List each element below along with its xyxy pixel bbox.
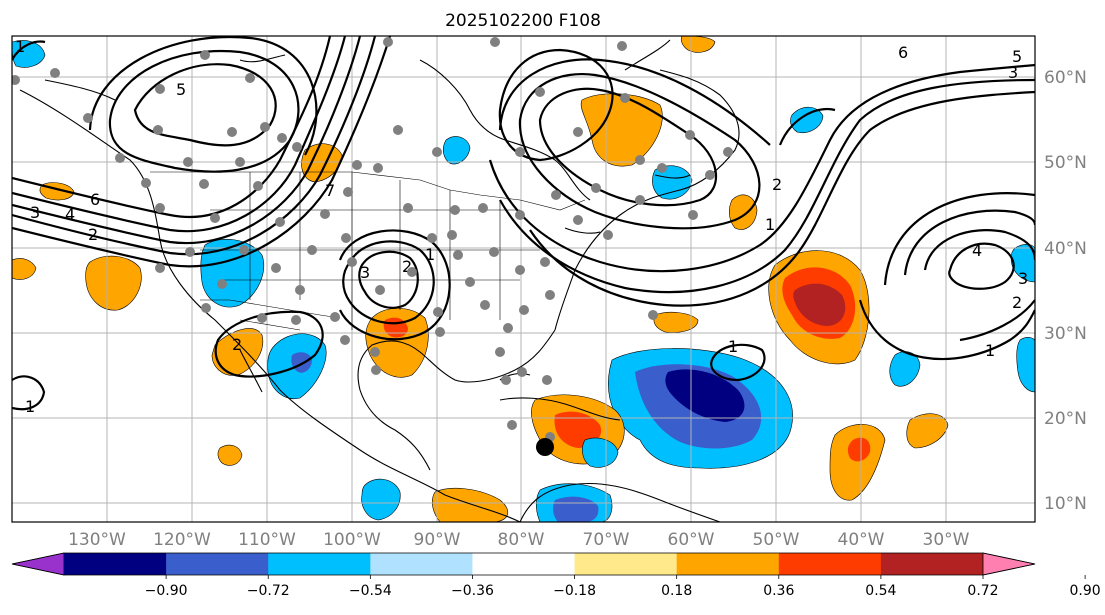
colorbar-extend-high	[982, 552, 1036, 576]
contour-label: 2	[402, 257, 412, 276]
contour-label: 1	[425, 245, 435, 264]
lon-label: 100°W	[323, 530, 381, 550]
colorbar-tick-label: −0.90	[145, 583, 188, 599]
contour-label: 2	[88, 225, 98, 244]
contour-label: 5	[1012, 47, 1022, 66]
lon-label: 130°W	[68, 530, 126, 550]
contour-label: 1	[985, 341, 995, 360]
anomaly-positive-east-atlantic-4	[217, 444, 243, 466]
lat-label: 40°N	[1044, 239, 1087, 259]
colorbar-segment	[778, 553, 882, 575]
anomaly-negative-east-edge-2	[1016, 337, 1035, 393]
lat-label: 20°N	[1044, 409, 1087, 429]
colorbar-extend-low	[11, 552, 65, 576]
map-title: 2025102200 F108	[445, 11, 601, 31]
lat-label: 50°N	[1044, 153, 1087, 173]
colorbar-tick-label: −0.36	[451, 583, 494, 599]
contour-label: 1	[765, 215, 775, 234]
lon-label: 110°W	[238, 530, 296, 550]
contour-label: 4	[972, 241, 982, 260]
contour-label: 2	[232, 335, 242, 354]
anomaly-negative-azores	[889, 351, 921, 387]
colorbar-segment	[472, 553, 576, 575]
lon-label: 60°W	[668, 530, 715, 550]
map-area: 6 5 4 3 2 1 6 5 3 2 1 4 3 2 1 7 3 2 1 1 …	[12, 36, 1035, 522]
anomaly-positive-east-atlantic-2	[906, 413, 949, 449]
station-dots	[12, 37, 733, 442]
anomaly-negative-pacific-south	[361, 478, 401, 521]
colorbar-segment	[166, 553, 269, 575]
lon-label: 80°W	[498, 530, 545, 550]
contour-label: 2	[772, 175, 782, 194]
lon-label: 70°W	[583, 530, 630, 550]
colorbar: −0.90 −0.72 −0.54 −0.36 −0.18 0.18 0.36 0.54 0.7…	[11, 552, 1101, 599]
contour-label: 7	[325, 181, 335, 200]
colorbar-tick-label: 0.54	[865, 583, 896, 599]
colorbar-tick-label: −0.72	[247, 583, 290, 599]
colorbar-segment	[676, 553, 780, 575]
lon-label: 90°W	[414, 530, 461, 550]
colorbar-segment	[268, 553, 371, 575]
contour-labels: 6 5 4 3 2 1 6 5 3 2 1 4 3 2 1 7 3 2 1 1 …	[15, 37, 1028, 416]
anomaly-positive-pacific-2	[12, 258, 37, 280]
anomaly-positive-plains	[301, 143, 343, 183]
contour-label: 5	[176, 80, 186, 99]
colorbar-tick-label: 0.36	[763, 583, 794, 599]
anomaly-negative-atlantic-max	[665, 369, 745, 422]
lat-label: 60°N	[1044, 68, 1087, 88]
colorbar-segment	[574, 553, 678, 575]
colorbar-tick-label: −0.18	[553, 583, 596, 599]
anomaly-negative-quebec	[652, 165, 693, 200]
colorbar-segment	[880, 553, 984, 575]
contour-label: 1	[15, 37, 25, 56]
anomaly-positive-east	[729, 194, 758, 230]
lon-label: 40°W	[838, 530, 885, 550]
storm-center-marker	[536, 438, 554, 456]
contour-label: 2	[1012, 293, 1022, 312]
colorbar-tick-label: 0.72	[967, 583, 998, 599]
contour-label: 3	[1018, 269, 1028, 288]
lon-label: 30°W	[923, 530, 970, 550]
colorbar-segment	[370, 553, 473, 575]
anomaly-positive-baja	[211, 328, 264, 376]
anomaly-positive-panama	[431, 487, 508, 522]
anomaly-positive-pacific-1	[85, 255, 142, 311]
anomaly-positive-top	[680, 36, 716, 53]
colorbar-tick-label: 0.18	[661, 583, 692, 599]
lat-label: 10°N	[1044, 494, 1087, 514]
anomaly-positive-east-atlantic-1-core	[847, 437, 871, 462]
anomaly-positive-east-atlantic-1	[829, 424, 886, 501]
contour-label: 3	[30, 203, 40, 222]
contour-lines	[12, 36, 1035, 411]
anomaly-negative-pacific-south-2	[581, 437, 619, 468]
longitude-labels: 130°W 120°W 110°W 100°W 90°W 80°W 70°W 6…	[68, 530, 970, 550]
lat-label: 30°N	[1044, 324, 1087, 344]
colorbar-tick-label: 0.90	[1070, 583, 1101, 599]
latitude-labels: 60°N 50°N 40°N 30°N 20°N 10°N	[1044, 68, 1087, 514]
map-frame	[11, 35, 1036, 523]
colorbar-segment	[64, 553, 167, 575]
contour-label: 6	[898, 43, 908, 62]
contour-label: 3	[1008, 63, 1018, 82]
anomaly-positive-central-atlantic-max	[793, 283, 846, 326]
contour-label: 3	[360, 263, 370, 282]
colorbar-tick-label: −0.54	[349, 583, 392, 599]
contour-label: 1	[728, 337, 738, 356]
anomaly-positive-east-atlantic-3	[653, 311, 699, 333]
anomaly-positive-gulf	[365, 307, 429, 378]
contour-label: 1	[25, 397, 35, 416]
contour-label: 6	[90, 190, 100, 209]
contour-label: 4	[65, 205, 75, 224]
lon-label: 120°W	[153, 530, 211, 550]
anomaly-negative-labrador-sea	[790, 106, 824, 133]
graticule	[12, 36, 1035, 522]
colorbar-outline	[11, 552, 1036, 576]
lon-label: 50°W	[753, 530, 800, 550]
